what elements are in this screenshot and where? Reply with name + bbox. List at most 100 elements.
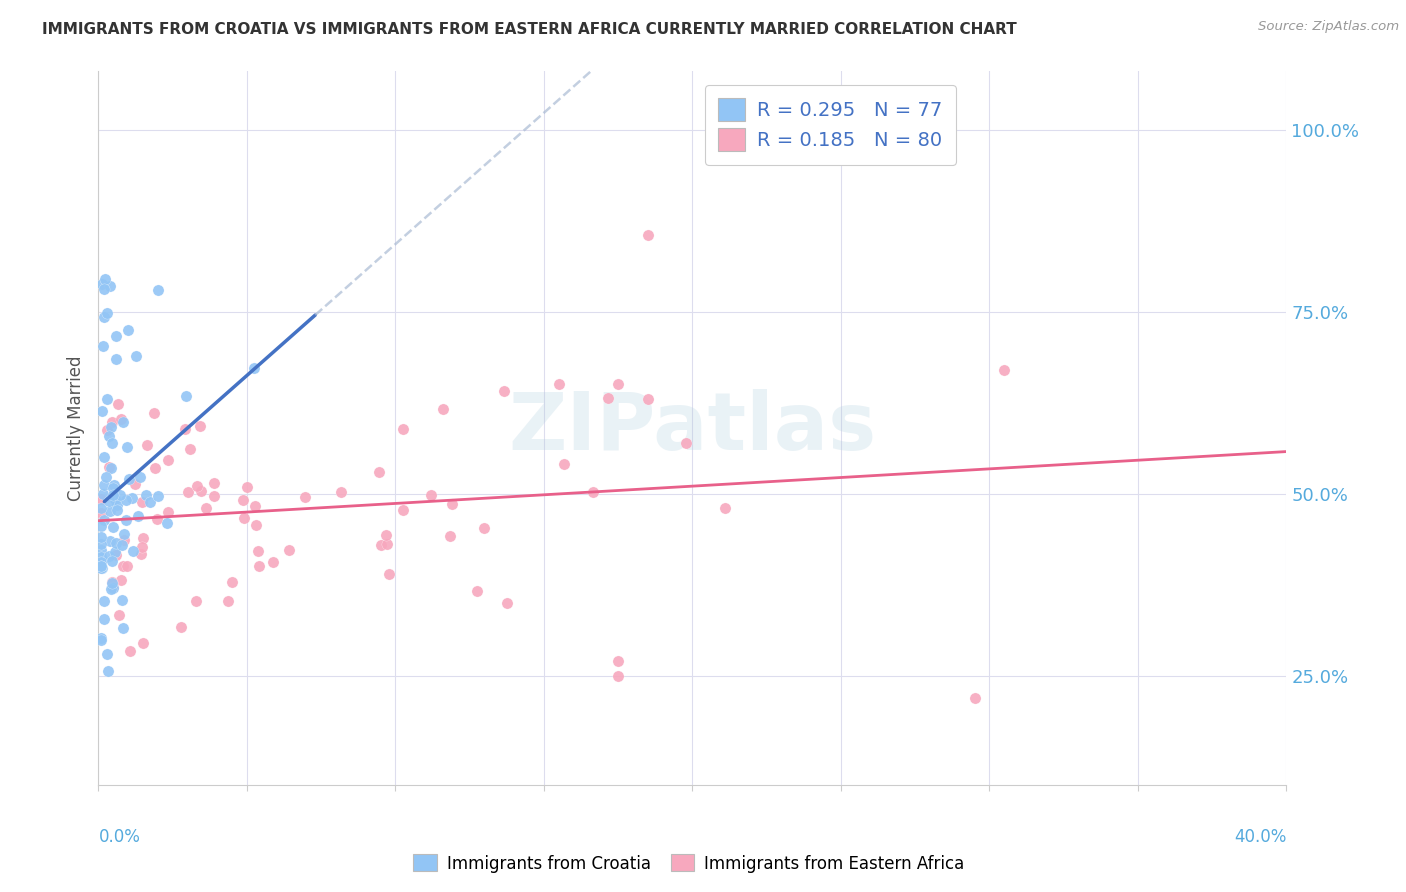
Point: [97, 664, 120, 678]
Point: [90, 559, 112, 574]
Point: [91, 277, 114, 292]
Point: [392, 503, 415, 517]
Point: [90, 536, 112, 550]
Point: [368, 465, 391, 479]
Point: [714, 500, 737, 515]
Point: [108, 608, 131, 623]
Point: [90, 632, 112, 646]
Point: [232, 492, 254, 507]
Point: [111, 538, 134, 552]
Point: [378, 567, 401, 582]
Point: [202, 489, 225, 503]
Point: [370, 539, 392, 553]
Point: [440, 497, 463, 511]
Legend: R = 0.295   N = 77, R = 0.185   N = 80: R = 0.295 N = 77, R = 0.185 N = 80: [704, 85, 956, 164]
Point: [217, 593, 239, 607]
Point: [107, 397, 129, 411]
Point: [145, 461, 167, 475]
Point: [98, 534, 121, 549]
Point: [97, 494, 120, 508]
Point: [93, 478, 115, 492]
Point: [135, 438, 157, 452]
Point: [104, 545, 127, 559]
Point: [90, 633, 112, 648]
Point: [124, 477, 146, 491]
Point: [101, 553, 124, 567]
Point: [174, 389, 197, 403]
Point: [131, 547, 153, 561]
Point: [177, 485, 200, 500]
Point: [90, 555, 112, 569]
Point: [135, 488, 157, 502]
Point: [156, 516, 179, 531]
Point: [432, 402, 454, 417]
Point: [246, 544, 269, 558]
Point: [190, 418, 212, 433]
Point: [90, 404, 112, 418]
Point: [232, 510, 254, 524]
Point: [103, 582, 125, 596]
Point: [114, 513, 136, 527]
Point: [104, 329, 127, 343]
Point: [98, 504, 121, 518]
Point: [146, 283, 169, 297]
Point: [101, 488, 124, 502]
Point: [243, 500, 266, 514]
Point: [146, 489, 169, 503]
Point: [103, 520, 125, 534]
Point: [104, 352, 127, 367]
Point: [247, 559, 270, 574]
Point: [90, 530, 112, 544]
Point: [472, 520, 495, 534]
Point: [104, 536, 127, 550]
Point: [553, 458, 575, 472]
Point: [139, 495, 162, 509]
Point: [115, 440, 138, 454]
Y-axis label: Currently Married: Currently Married: [67, 355, 86, 501]
Point: [101, 481, 124, 495]
Point: [90, 561, 112, 575]
Point: [120, 644, 142, 658]
Point: [235, 480, 257, 494]
Point: [98, 549, 121, 564]
Point: [492, 384, 515, 398]
Point: [96, 392, 118, 406]
Point: [96, 423, 118, 437]
Point: [127, 509, 149, 524]
Point: [110, 412, 132, 426]
Point: [94, 272, 117, 286]
Text: Source: ZipAtlas.com: Source: ZipAtlas.com: [1258, 20, 1399, 33]
Point: [330, 485, 353, 500]
Point: [98, 459, 121, 474]
Point: [93, 338, 115, 352]
Point: [90, 506, 112, 520]
Text: ZIPatlas: ZIPatlas: [509, 389, 876, 467]
Point: [190, 483, 212, 498]
Point: [132, 636, 155, 650]
Point: [110, 574, 132, 588]
Point: [93, 513, 115, 527]
Point: [439, 529, 461, 543]
Point: [90, 549, 112, 564]
Point: [993, 363, 1015, 377]
Point: [170, 620, 193, 634]
Point: [963, 690, 986, 705]
Point: [245, 518, 267, 533]
Text: IMMIGRANTS FROM CROATIA VS IMMIGRANTS FROM EASTERN AFRICA CURRENTLY MARRIED CORR: IMMIGRANTS FROM CROATIA VS IMMIGRANTS FR…: [42, 22, 1017, 37]
Point: [90, 559, 112, 574]
Point: [186, 594, 208, 608]
Point: [374, 528, 396, 542]
Point: [93, 612, 115, 626]
Point: [96, 647, 118, 661]
Point: [103, 478, 125, 492]
Point: [112, 558, 135, 573]
Point: [121, 491, 143, 505]
Point: [131, 495, 153, 509]
Point: [146, 512, 169, 526]
Text: 0.0%: 0.0%: [98, 828, 141, 846]
Point: [174, 422, 197, 436]
Point: [101, 576, 124, 591]
Point: [93, 310, 115, 324]
Point: [420, 488, 443, 502]
Point: [104, 548, 127, 562]
